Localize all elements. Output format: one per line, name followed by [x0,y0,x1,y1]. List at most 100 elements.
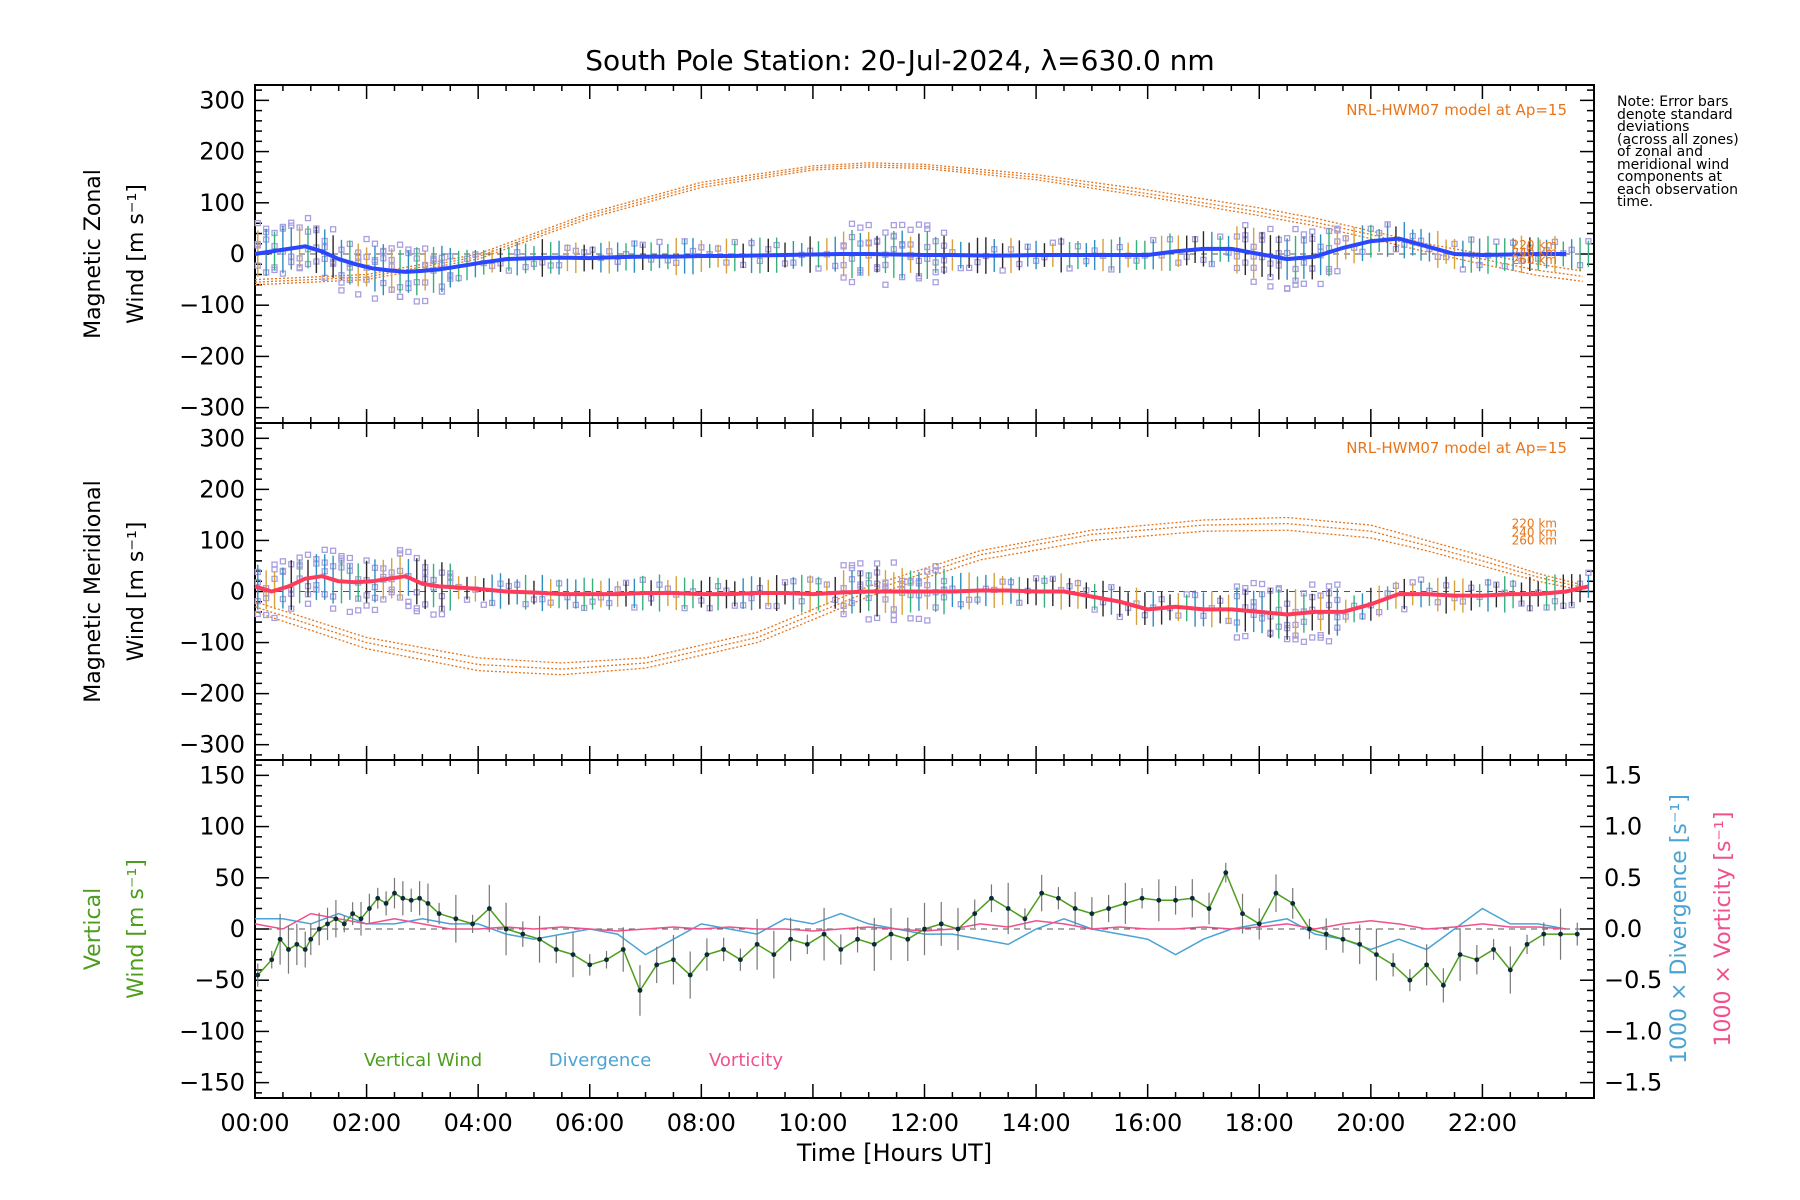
vertical-wind-point [704,952,710,958]
y-tick-label: 0 [230,240,245,268]
sample-point [899,221,906,229]
y2-tick-label: −0.5 [1604,966,1662,994]
sample-point [413,608,420,615]
model-curve-1 [254,516,1583,664]
sample-point [254,219,261,227]
vertical-wind-point [453,916,459,922]
sample-point [1334,268,1341,275]
vertical-wind-point [1407,977,1413,983]
y-tick-label: 50 [214,864,245,892]
vertical-wind-point [520,931,526,937]
y-tick-label: −100 [179,629,245,657]
x-tick-label: 02:00 [332,1109,401,1137]
y-tick-label: −200 [179,680,245,708]
vertical-wind-point [1240,911,1245,917]
sample-point [480,601,487,608]
vertical-wind-point [1156,897,1162,903]
vertical-wind-point [1039,890,1045,896]
sample-point [271,614,278,622]
sample-point [329,226,337,233]
sample-point [873,560,881,567]
altitude-label: 240 km [1512,525,1557,539]
sample-point [865,221,872,229]
sample-point [1250,278,1257,285]
sample-point [882,229,889,236]
vertical-wind-point [838,947,844,952]
sample-point [355,607,362,614]
y-tick-label: 200 [199,138,245,166]
vertical-wind-point [1223,870,1229,876]
sample-point [1309,228,1316,235]
y-tick-label: 300 [199,424,245,452]
vertical-wind-point [1290,900,1296,906]
y2-tick-label: −1.5 [1604,1069,1662,1097]
vertical-wind-point [366,906,372,911]
vertical-wind-point [503,926,509,932]
sample-point [346,554,353,562]
y-tick-label: −50 [194,966,245,994]
sample-point [263,611,270,619]
sample-point [405,598,412,605]
vertical-wind-point [1374,952,1379,958]
vertical-wind-point [855,936,860,942]
vertical-wind-point [905,936,911,942]
sample-point [422,245,429,252]
vertical-wind-point [972,911,978,917]
sample-point [355,291,362,298]
vertical-wind-point [1005,906,1011,911]
vertical-wind-point [1390,962,1396,968]
legend-item: Vorticity [709,1050,783,1071]
y2-tick-label: −1.0 [1604,1017,1662,1045]
sample-point [346,608,353,616]
sample-point [363,235,370,243]
sample-point [924,222,931,229]
sample-point [396,293,404,300]
sample-point [1317,631,1324,639]
vertical-wind-point [436,911,442,917]
sample-point [430,611,437,618]
sample-point [1300,638,1308,645]
altitude-label: 220 km [1512,238,1557,252]
x-tick-label: 20:00 [1336,1109,1405,1137]
sample-point [405,602,412,610]
panel-meridional: 300 200 100 0 −100 −200 −300 Magnetic Meridiona… [81,422,1595,761]
vertical-wind-point [350,911,356,917]
vertical-wind-point [955,926,961,932]
y2-tick-label: 0.0 [1604,915,1642,943]
vertical-wind-point [316,926,322,932]
sample-point [1300,280,1308,287]
vertical-wind-point [1524,941,1530,947]
vertical-wind-point [1558,931,1563,937]
y-tick-label: −150 [179,1069,245,1097]
sample-point [396,241,404,248]
mean-wind-line [254,574,1589,617]
x-tick-label: 22:00 [1448,1109,1517,1137]
figure-title: South Pole Station: 20-Jul-2024, λ=630.0… [585,44,1214,77]
altitude-label: 220 km [1512,517,1557,531]
sample-point [857,224,864,231]
error-bar-note: Note: Error bars denote standard deviati… [1617,94,1739,210]
vertical-wind-point [604,957,609,963]
sample-point [890,559,897,566]
sample-point [924,617,931,624]
y-tick-label: 0 [230,578,245,606]
vertical-wind-point [687,972,693,978]
vertical-wind-point [1206,906,1212,911]
sample-point [1242,632,1249,640]
sample-point [438,611,446,618]
sample-point [857,560,864,567]
y-axis-title: Vertical [81,888,106,970]
sample-point [1325,583,1333,590]
sample-point [932,279,939,286]
legend-item: Vertical Wind [364,1050,482,1071]
vertical-wind-point [570,952,576,958]
sample-point [840,562,847,569]
vertical-wind-point [308,936,314,942]
vertical-wind-point [286,947,291,952]
vertical-wind-point [1022,916,1028,922]
vertical-wind-point [1507,967,1513,973]
vertical-wind-point [771,952,777,958]
sample-point [413,298,420,305]
vertical-wind-point [938,921,944,927]
